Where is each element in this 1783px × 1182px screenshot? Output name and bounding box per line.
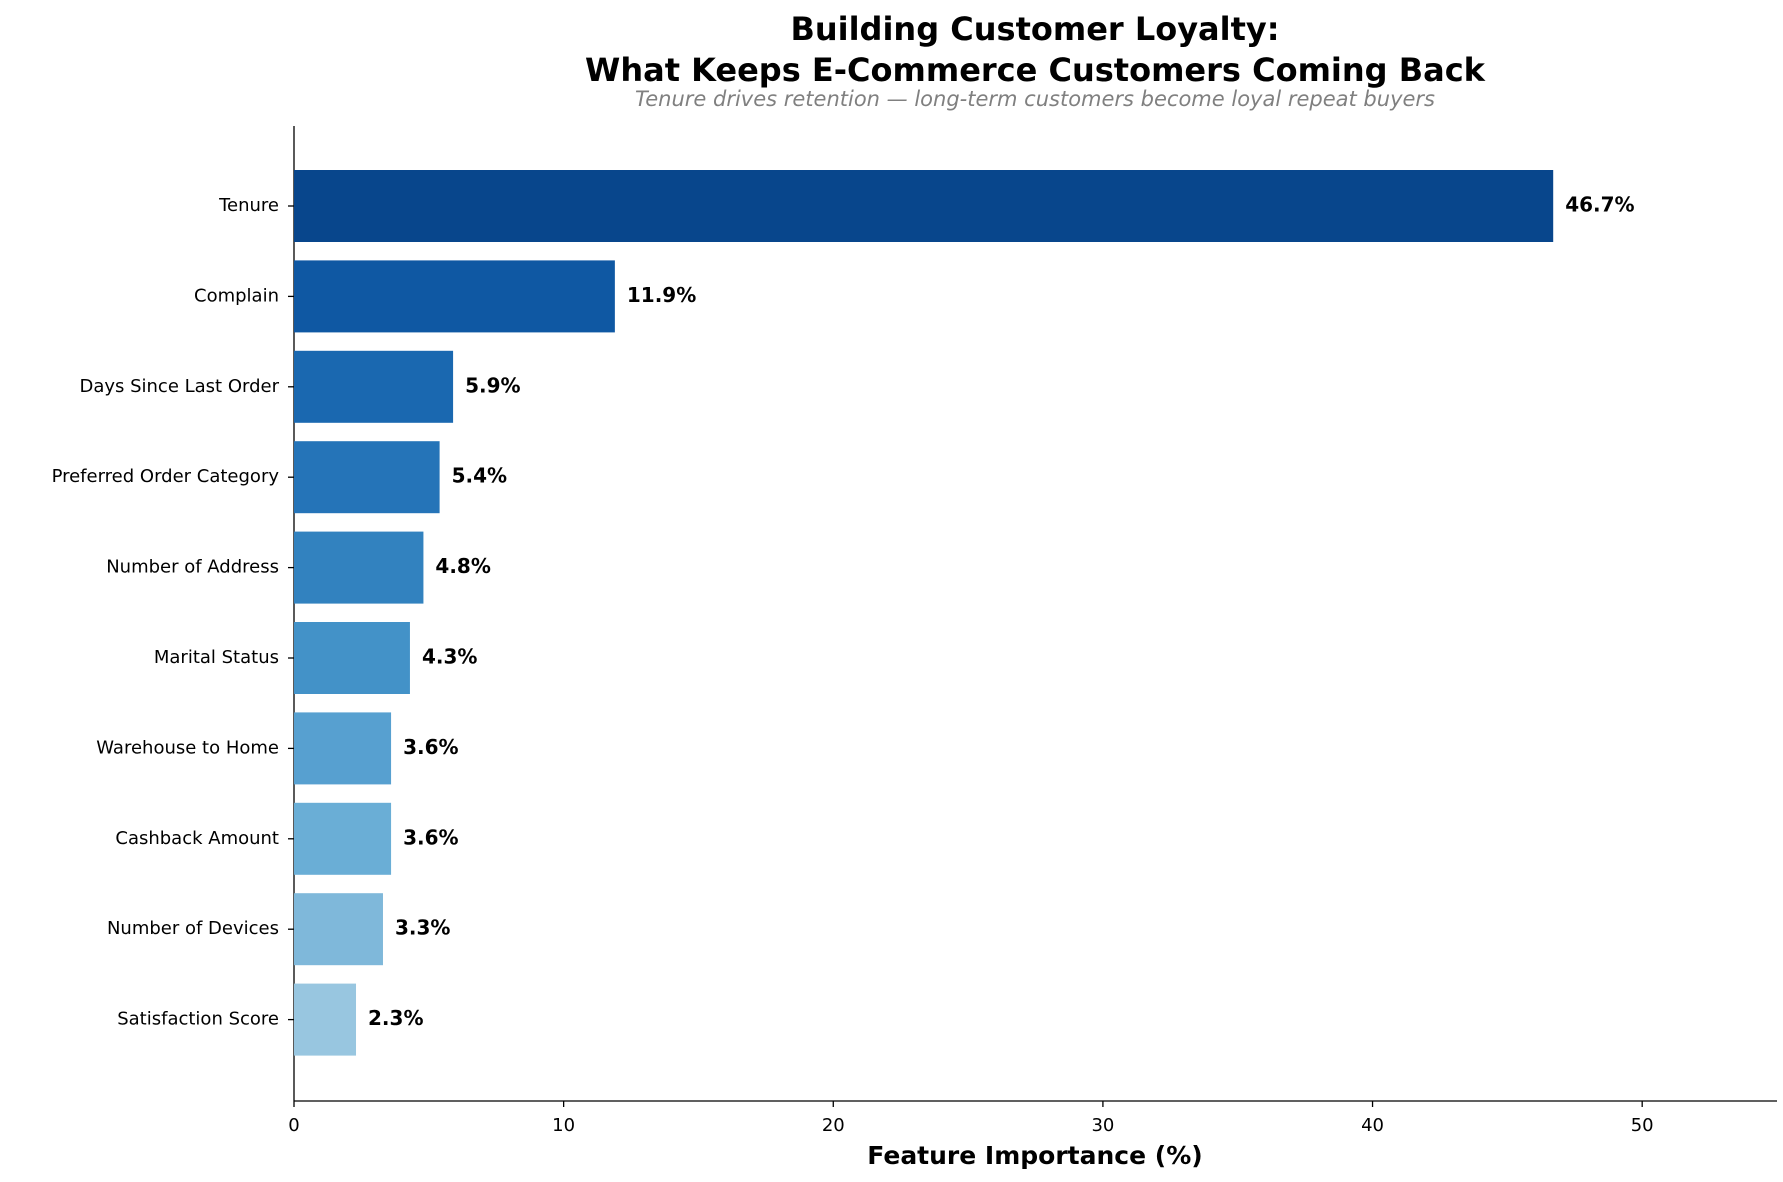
value-label: 5.4% [452,464,507,488]
bar [294,712,392,785]
y-tick-label: Number of Devices [107,918,279,939]
y-tick-label: Number of Address [106,557,279,578]
y-tick-label: Complain [194,285,279,306]
value-label: 4.8% [435,554,490,578]
x-tick-label: 0 [288,1115,299,1136]
value-label: 4.3% [422,645,477,669]
y-tick-label: Tenure [218,195,279,216]
bar [294,170,1554,242]
chart-subtitle: Tenure drives retention — long-term cust… [635,87,1435,111]
x-axis-label: Feature Importance (%) [867,1141,1202,1170]
bar [294,531,424,604]
y-tick-label: Marital Status [154,647,279,668]
value-label: 2.3% [368,1006,423,1030]
chart-title: What Keeps E-Commerce Customers Coming B… [585,51,1486,89]
value-label: 3.6% [403,735,458,759]
value-label: 3.6% [403,825,458,849]
y-tick-label: Cashback Amount [115,828,279,849]
chart-title: Building Customer Loyalty: [790,10,1279,48]
x-tick-label: 50 [1631,1115,1654,1136]
y-tick-label: Warehouse to Home [96,737,279,758]
bar [294,350,454,423]
bar [294,893,383,966]
bar [294,802,392,875]
value-label: 5.9% [465,373,520,397]
bar [294,260,615,333]
y-tick-label: Preferred Order Category [52,466,280,487]
value-label: 3.3% [395,916,450,940]
value-label: 46.7% [1565,193,1634,217]
y-tick-label: Days Since Last Order [79,376,279,397]
x-tick-label: 20 [822,1115,845,1136]
x-tick-label: 30 [1091,1115,1114,1136]
bar [294,983,357,1056]
value-label: 11.9% [627,283,696,307]
y-tick-label: Satisfaction Score [117,1009,279,1030]
bar [294,622,410,694]
x-tick-label: 10 [552,1115,575,1136]
x-tick-label: 40 [1361,1115,1384,1136]
bar [294,441,440,514]
